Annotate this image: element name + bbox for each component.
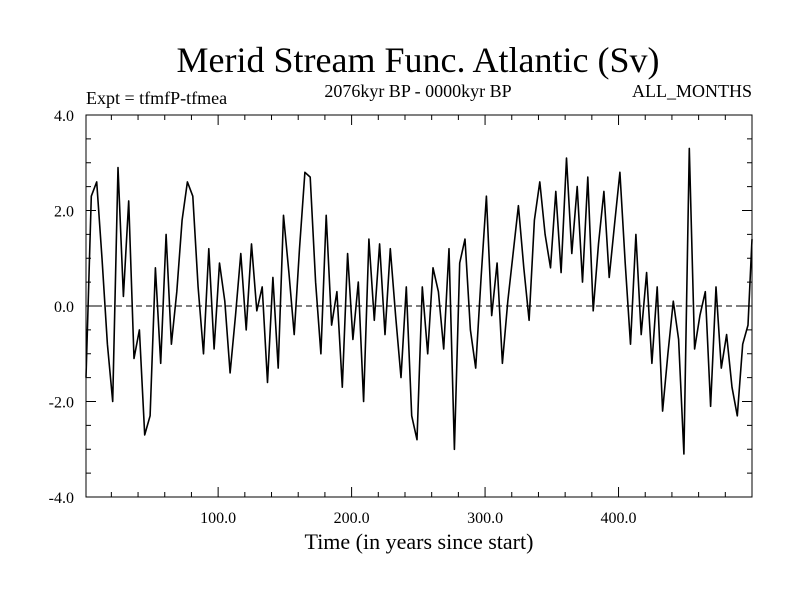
y-tick-label: -2.0 [49,395,74,412]
y-tick-label: 4.0 [54,108,74,125]
chart-title: Merid Stream Func. Atlantic (Sv) [177,40,660,80]
x-tick-label: 100.0 [200,510,236,527]
expt-label: Expt = tfmfP-tfmea [86,88,227,108]
series-line [85,147,753,455]
x-tick-label: 400.0 [601,510,637,527]
chart-subtitle: 2076kyr BP - 0000kyr BP [324,81,511,101]
y-tick-label: -4.0 [49,490,74,507]
y-tick-label: 2.0 [54,204,74,221]
x-tick-label: 300.0 [467,510,503,527]
x-tick-label: 200.0 [334,510,370,527]
x-axis: 100.0 200.0 300.0 400.0 [110,115,726,527]
x-axis-label: Time (in years since start) [305,529,534,554]
y-axis: -4.0 -2.0 0.0 2.0 4.0 [49,108,752,507]
y-tick-label: 0.0 [54,299,74,316]
season-label: ALL_MONTHS [632,81,752,101]
